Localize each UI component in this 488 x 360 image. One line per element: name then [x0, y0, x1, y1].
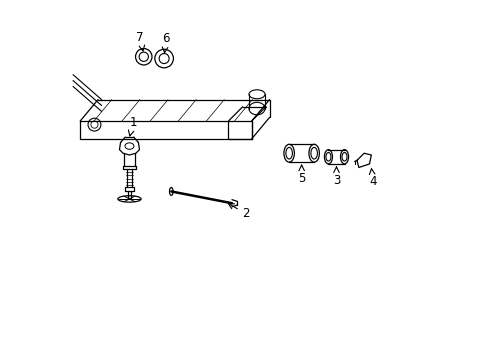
Text: 6: 6	[162, 32, 169, 53]
Text: 5: 5	[297, 165, 305, 185]
Text: 4: 4	[368, 169, 376, 188]
Text: 3: 3	[332, 167, 340, 186]
Text: 2: 2	[228, 203, 249, 220]
Text: 7: 7	[136, 31, 144, 51]
Text: 1: 1	[128, 116, 137, 136]
